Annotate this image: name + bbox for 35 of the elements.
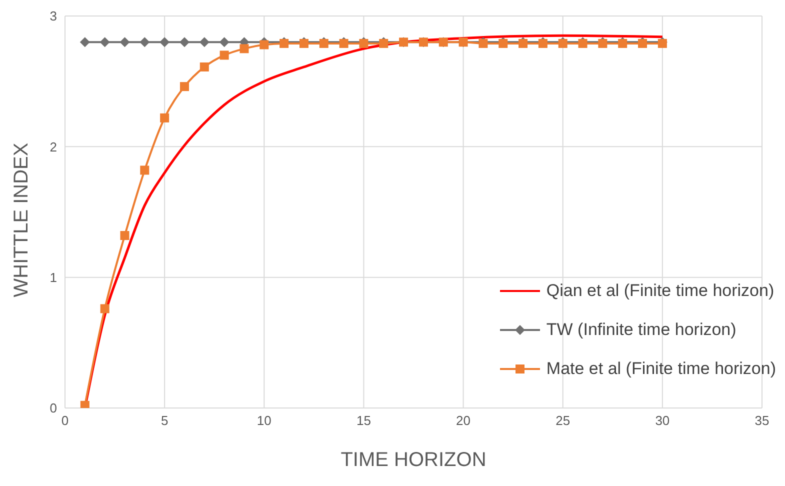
point: [160, 113, 170, 122]
point: [140, 166, 150, 175]
legend-label: Mate et al (Finite time horizon): [546, 359, 776, 379]
point: [80, 37, 90, 48]
point: [200, 62, 209, 72]
point: [120, 231, 130, 240]
point: [100, 37, 110, 48]
y-tick-label: 2: [50, 139, 57, 154]
x-tick-label: 10: [256, 413, 272, 428]
x-tick-label: 35: [754, 413, 770, 428]
x-tick-label: 0: [61, 413, 69, 428]
point: [120, 37, 130, 48]
point: [220, 50, 229, 60]
x-tick-label: 15: [356, 413, 371, 428]
y-tick-label: 1: [50, 270, 57, 285]
x-tick-label: 5: [160, 413, 168, 428]
x-tick-label: 30: [655, 413, 670, 428]
point: [199, 37, 210, 48]
x-tick-label: 25: [556, 413, 570, 428]
y-tick-label: 3: [50, 8, 57, 24]
legend-label: Qian et al (Finite time horizon): [546, 281, 774, 301]
y-axis-title: WHITTLE INDEX: [10, 142, 34, 298]
point: [240, 44, 249, 54]
x-axis-title: TIME HORIZON: [340, 449, 486, 471]
point: [160, 37, 170, 48]
point: [140, 37, 150, 48]
point: [219, 37, 230, 48]
point: [260, 40, 269, 50]
point: [80, 400, 90, 408]
y-tick-label: 0: [50, 400, 57, 416]
x-tick-label: 20: [456, 413, 471, 428]
point: [180, 82, 189, 92]
legend-label: TW (Infinite time horizon): [546, 320, 736, 340]
point: [179, 37, 190, 48]
point: [100, 304, 110, 314]
